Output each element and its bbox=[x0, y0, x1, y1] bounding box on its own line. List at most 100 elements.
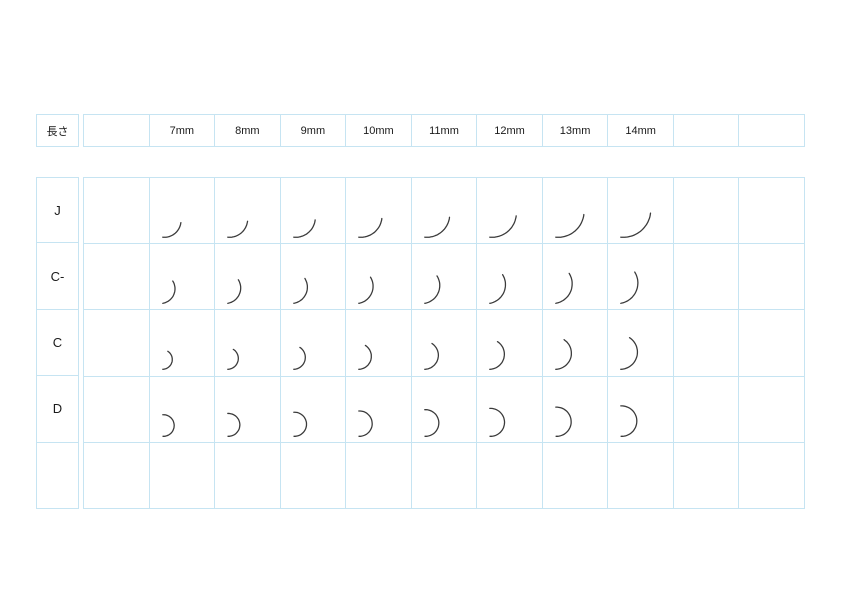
empty-cell bbox=[739, 310, 805, 377]
length-header-table: 長さ 7mm 8mm 9mm 10mm 11mm 12mm 13mm 14mm bbox=[36, 114, 805, 147]
curl-glyph-d-8mm bbox=[227, 412, 241, 437]
curl-glyph-d-11mm bbox=[423, 408, 440, 437]
curl-cell-d-11mm bbox=[411, 376, 478, 443]
empty-cell bbox=[84, 178, 150, 245]
empty-cell bbox=[411, 442, 478, 509]
curl-type-label-c-: C- bbox=[36, 243, 79, 310]
curl-glyph-d-9mm bbox=[292, 411, 307, 437]
header-cell-8mm: 8mm bbox=[215, 115, 281, 147]
header-cell-empty bbox=[84, 115, 150, 147]
curl-cell-j-8mm bbox=[215, 178, 281, 245]
header-label-column: 長さ bbox=[36, 114, 79, 147]
curl-type-label-empty bbox=[36, 442, 79, 509]
empty-cell bbox=[346, 442, 412, 509]
curl-cell-j-13mm bbox=[542, 178, 609, 245]
empty-cell bbox=[84, 310, 150, 377]
empty-cell bbox=[673, 244, 740, 311]
header-cell-empty bbox=[673, 115, 740, 147]
empty-cell bbox=[477, 442, 543, 509]
empty-cell bbox=[739, 442, 805, 509]
empty-cell bbox=[673, 376, 740, 443]
curl-glyph-c--8mm bbox=[227, 279, 242, 305]
curl-glyph-c-10mm bbox=[358, 345, 373, 371]
curl-glyph-j-7mm bbox=[161, 222, 182, 238]
curl-cell-j-11mm bbox=[411, 178, 478, 245]
curl-glyph-c-7mm bbox=[161, 350, 173, 371]
curl-glyph-d-12mm bbox=[489, 407, 506, 437]
length-label-cell: 長さ bbox=[36, 114, 79, 147]
empty-cell bbox=[673, 310, 740, 377]
curl-glyph-c--7mm bbox=[161, 280, 176, 305]
empty-cell bbox=[84, 442, 150, 509]
curl-cell-d-12mm bbox=[477, 376, 543, 443]
header-cell-13mm: 13mm bbox=[542, 115, 609, 147]
header-cell-11mm: 11mm bbox=[411, 115, 478, 147]
header-cell-10mm: 10mm bbox=[346, 115, 412, 147]
curl-cell-d-8mm bbox=[215, 376, 281, 443]
header-cell-empty bbox=[739, 115, 805, 147]
empty-cell bbox=[84, 376, 150, 443]
curl-cell-c--12mm bbox=[477, 244, 543, 311]
curl-glyph-c--13mm bbox=[554, 272, 573, 305]
curl-cell-c-10mm bbox=[346, 310, 412, 377]
curl-glyph-j-14mm bbox=[620, 212, 652, 238]
curl-glyph-d-7mm bbox=[161, 413, 175, 437]
curl-glyph-c-14mm bbox=[620, 337, 639, 371]
empty-cell bbox=[739, 376, 805, 443]
empty-cell bbox=[542, 442, 609, 509]
curl-glyph-c-9mm bbox=[292, 347, 306, 371]
curl-type-label-column: J C- C D bbox=[36, 177, 79, 509]
curl-cell-c--14mm bbox=[608, 244, 674, 311]
curl-glyph-c--12mm bbox=[489, 274, 507, 305]
curl-cell-c-9mm bbox=[280, 310, 347, 377]
curl-cell-c--8mm bbox=[215, 244, 281, 311]
length-label: 長さ bbox=[46, 125, 69, 138]
curl-glyph-d-14mm bbox=[620, 404, 638, 437]
curl-type-label-d: D bbox=[36, 376, 79, 443]
curl-cell-c--11mm bbox=[411, 244, 478, 311]
curl-cell-c--9mm bbox=[280, 244, 347, 311]
curl-cell-c--10mm bbox=[346, 244, 412, 311]
curl-cell-c-7mm bbox=[149, 310, 216, 377]
empty-cell bbox=[739, 178, 805, 245]
curl-cell-j-14mm bbox=[608, 178, 674, 245]
length-header-grid: 7mm 8mm 9mm 10mm 11mm 12mm 13mm 14mm bbox=[83, 114, 805, 147]
empty-cell bbox=[673, 178, 740, 245]
header-cell-14mm: 14mm bbox=[608, 115, 674, 147]
curl-cell-c-13mm bbox=[542, 310, 609, 377]
curl-cell-d-10mm bbox=[346, 376, 412, 443]
curl-cell-c--13mm bbox=[542, 244, 609, 311]
curl-glyph-c--10mm bbox=[358, 276, 374, 305]
header-cell-12mm: 12mm bbox=[477, 115, 543, 147]
empty-cell bbox=[149, 442, 216, 509]
curl-glyph-d-10mm bbox=[358, 409, 373, 437]
curl-glyph-j-11mm bbox=[423, 216, 450, 238]
curl-glyph-j-8mm bbox=[227, 220, 249, 238]
curl-cell-j-12mm bbox=[477, 178, 543, 245]
empty-cell bbox=[673, 442, 740, 509]
curl-cell-c-12mm bbox=[477, 310, 543, 377]
curl-glyph-j-12mm bbox=[489, 215, 518, 238]
curl-glyph-j-13mm bbox=[554, 213, 585, 238]
curl-glyph-c-8mm bbox=[227, 349, 240, 371]
curl-cell-d-7mm bbox=[149, 376, 216, 443]
curl-cell-j-9mm bbox=[280, 178, 347, 245]
curl-glyph-d-13mm bbox=[554, 406, 572, 437]
curl-cell-c-8mm bbox=[215, 310, 281, 377]
empty-cell bbox=[608, 442, 674, 509]
curl-glyph-c--14mm bbox=[620, 271, 639, 305]
empty-cell bbox=[739, 244, 805, 311]
curl-cell-j-10mm bbox=[346, 178, 412, 245]
curl-cell-d-9mm bbox=[280, 376, 347, 443]
curl-glyph-c-12mm bbox=[489, 341, 506, 371]
curl-glyph-j-10mm bbox=[358, 217, 383, 238]
curl-cell-d-14mm bbox=[608, 376, 674, 443]
curl-glyph-c-11mm bbox=[423, 343, 439, 371]
curl-type-label-j: J bbox=[36, 177, 79, 244]
curl-grid-table: J C- C D bbox=[36, 177, 805, 509]
curl-glyph-c--11mm bbox=[423, 275, 441, 305]
curl-glyph-grid bbox=[83, 177, 805, 509]
curl-cell-d-13mm bbox=[542, 376, 609, 443]
header-cell-7mm: 7mm bbox=[149, 115, 216, 147]
